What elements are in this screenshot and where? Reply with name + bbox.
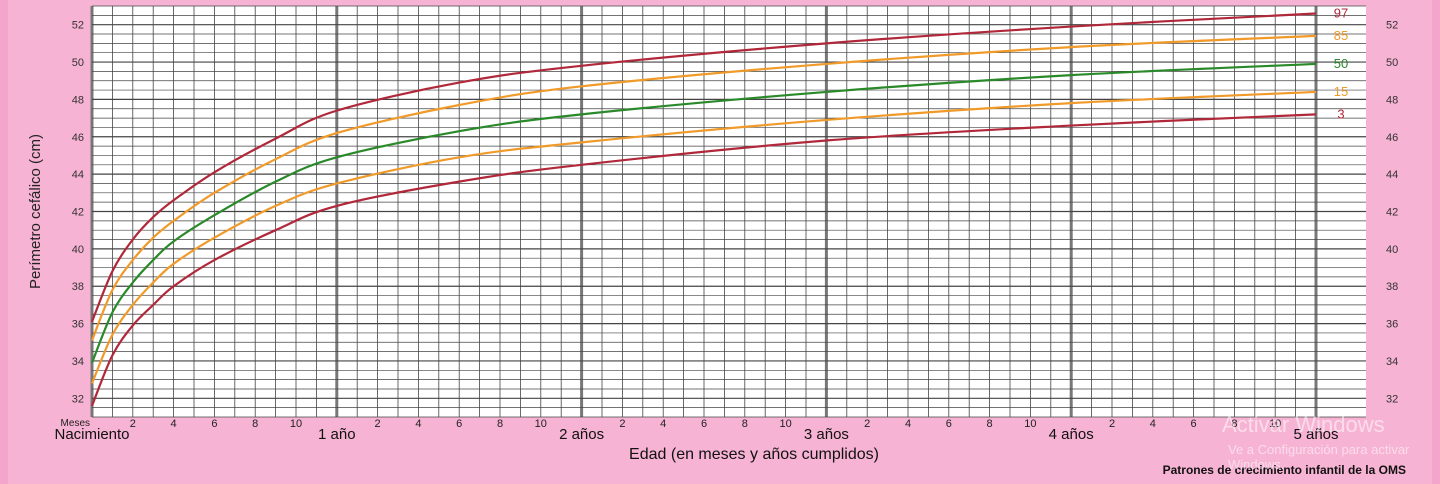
x-tick-label-month: 4 — [1150, 418, 1156, 430]
x-tick-label-month: 2 — [864, 418, 870, 430]
x-tick-label-month: 8 — [497, 418, 503, 430]
x-tick-label-month: 2 — [130, 418, 136, 430]
x-tick-label-month: 4 — [171, 418, 177, 430]
percentile-label-50: 50 — [1334, 56, 1348, 71]
y-axis-title: Perímetro cefálico (cm) — [27, 134, 44, 289]
y-tick-label-right: 48 — [1386, 94, 1398, 106]
x-unit-label: Meses — [61, 418, 90, 429]
x-tick-label-month: 6 — [456, 418, 462, 430]
x-tick-label-month: 8 — [252, 418, 258, 430]
x-tick-label-month: 8 — [1231, 418, 1237, 430]
x-tick-label-month: 6 — [211, 418, 217, 430]
x-tick-label-month: 4 — [415, 418, 421, 430]
y-tick-label-right: 40 — [1386, 244, 1398, 256]
percentile-curve-3 — [90, 113, 1317, 407]
x-tick-label-month: 10 — [535, 418, 547, 430]
percentile-label-15: 15 — [1334, 84, 1348, 99]
y-tick-label-right: 50 — [1386, 57, 1398, 69]
x-tick-label-month: 2 — [375, 418, 381, 430]
y-tick-label-right: 44 — [1386, 169, 1398, 181]
x-tick-label-year: 1 año — [318, 426, 356, 443]
y-tick-label-left: 48 — [72, 94, 84, 106]
x-tick-label-month: 6 — [1191, 418, 1197, 430]
y-tick-label-left: 38 — [72, 281, 84, 293]
percentile-label-97: 97 — [1334, 5, 1348, 20]
x-tick-label-month: 10 — [290, 418, 302, 430]
x-tick-label-month: 8 — [987, 418, 993, 430]
x-tick-label-month: 8 — [742, 418, 748, 430]
percentile-curve-85 — [90, 34, 1317, 341]
y-tick-label-left: 52 — [72, 20, 84, 32]
y-tick-label-left: 44 — [72, 169, 84, 181]
x-tick-label-month: 4 — [660, 418, 666, 430]
y-tick-label-left: 42 — [72, 207, 84, 219]
percentile-curve-97 — [90, 12, 1317, 323]
x-tick-label-month: 10 — [1269, 418, 1281, 430]
x-tick-label-year: 5 años — [1293, 426, 1338, 443]
y-tick-label-right: 42 — [1386, 207, 1398, 219]
y-tick-label-right: 32 — [1386, 393, 1398, 405]
x-tick-label-year: 3 años — [804, 426, 849, 443]
x-tick-label-month: 2 — [619, 418, 625, 430]
windows-activation-title: Activar Windows — [1222, 412, 1385, 437]
x-tick-label-month: 10 — [779, 418, 791, 430]
y-tick-label-right: 46 — [1386, 132, 1398, 144]
y-tick-label-right: 52 — [1386, 20, 1398, 32]
windows-activation-subtitle: Ve a Configuración para activar Windows. — [1228, 442, 1410, 472]
x-tick-label-year: 2 años — [559, 426, 604, 443]
percentile-curve-50 — [90, 62, 1317, 364]
y-tick-label-left: 46 — [72, 132, 84, 144]
y-tick-label-left: 34 — [72, 356, 84, 368]
y-tick-label-right: 34 — [1386, 356, 1398, 368]
y-tick-label-right: 38 — [1386, 281, 1398, 293]
percentile-curve-15 — [90, 90, 1317, 384]
x-tick-label-year: Nacimiento — [54, 426, 129, 443]
x-tick-label-month: 6 — [946, 418, 952, 430]
x-axis-title: Edad (en meses y años cumplidos) — [629, 446, 879, 463]
x-tick-label-month: 2 — [1109, 418, 1115, 430]
chart-source: Patrones de crecimiento infantil de la O… — [1163, 463, 1406, 477]
x-tick-label-month: 4 — [905, 418, 911, 430]
x-tick-label-year: 4 años — [1049, 426, 1094, 443]
y-tick-label-left: 40 — [72, 244, 84, 256]
y-tick-label-left: 32 — [72, 393, 84, 405]
percentile-label-85: 85 — [1334, 28, 1348, 43]
y-tick-label-left: 36 — [72, 319, 84, 331]
y-tick-label-right: 36 — [1386, 319, 1398, 331]
y-tick-label-left: 50 — [72, 57, 84, 69]
x-tick-label-month: 10 — [1024, 418, 1036, 430]
x-tick-label-month: 6 — [701, 418, 707, 430]
percentile-label-3: 3 — [1337, 106, 1344, 121]
